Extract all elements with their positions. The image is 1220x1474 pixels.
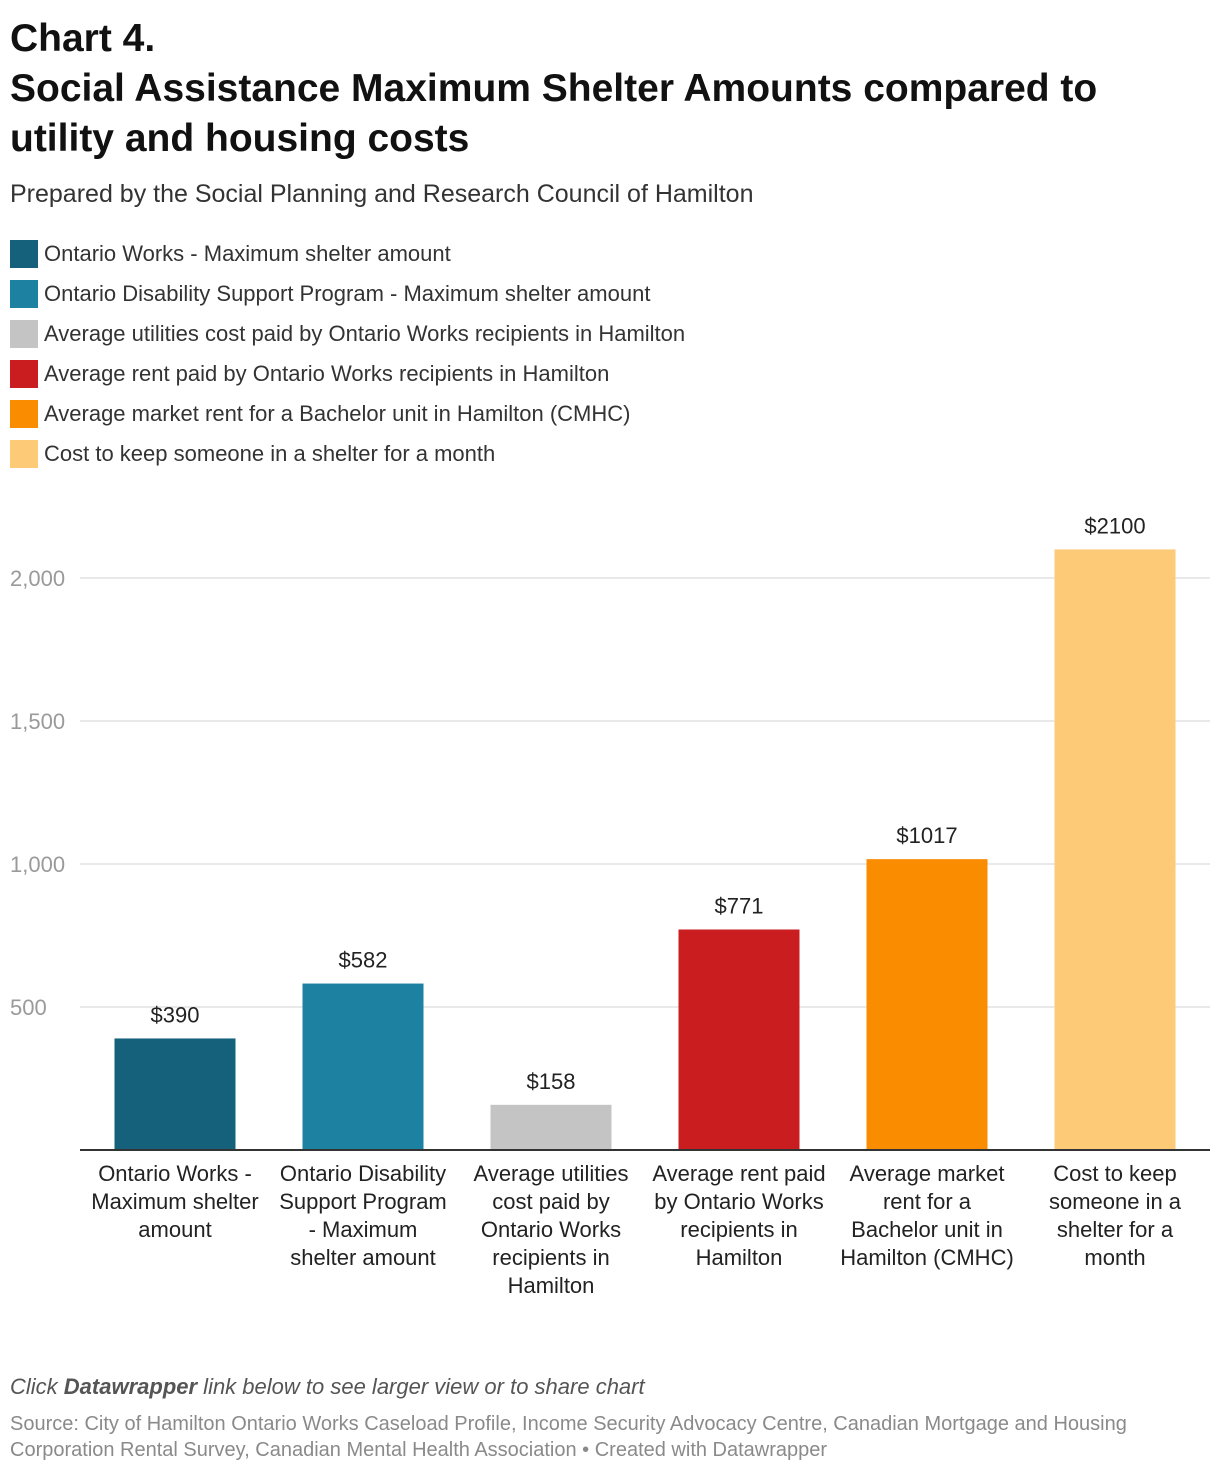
legend-item: Ontario Works - Maximum shelter amount	[10, 234, 685, 274]
bar	[114, 1038, 236, 1150]
legend-swatch	[10, 360, 38, 388]
footer-note: Click Datawrapper link below to see larg…	[10, 1374, 645, 1400]
legend-swatch	[10, 440, 38, 468]
y-tick-label: 1,000	[10, 852, 65, 877]
x-tick-label: Average rent paid by Ontario Works recip…	[652, 1161, 826, 1270]
source-text: Source: City of Hamilton Ontario Works C…	[10, 1413, 1127, 1461]
x-tick-label: Average market rent for a Bachelor unit …	[840, 1161, 1014, 1270]
x-tick-label: Cost to keep someone in a shelter for a …	[1048, 1161, 1182, 1270]
y-tick-label: 1,500	[10, 709, 65, 734]
bar	[302, 983, 424, 1150]
title-line-1: Chart 4.	[10, 17, 156, 60]
bar	[678, 929, 800, 1150]
legend-item: Average rent paid by Ontario Works recip…	[10, 354, 685, 394]
data-label: $582	[339, 948, 388, 973]
data-label: $1017	[896, 823, 957, 848]
data-label: $2100	[1084, 513, 1145, 538]
note-suffix: link below to see larger view or to shar…	[197, 1374, 645, 1399]
legend-swatch	[10, 400, 38, 428]
chart-title: Chart 4. Social Assistance Maximum Shelte…	[10, 14, 1210, 164]
y-tick-label: 500	[10, 995, 47, 1020]
legend-label: Cost to keep someone in a shelter for a …	[44, 441, 496, 466]
legend-item: Ontario Disability Support Program - Max…	[10, 274, 685, 314]
note-prefix: Click	[10, 1374, 64, 1399]
legend-label: Average rent paid by Ontario Works recip…	[44, 361, 610, 386]
title-line-2: Social Assistance Maximum Shelter Amount…	[10, 67, 1098, 160]
datawrapper-link[interactable]: Datawrapper	[63, 1374, 198, 1399]
legend-label: Average market rent for a Bachelor unit …	[44, 401, 631, 426]
legend-swatch	[10, 320, 38, 348]
x-tick-label: Average utilities cost paid by Ontario W…	[473, 1161, 629, 1298]
chart-subtitle: Prepared by the Social Planning and Rese…	[10, 180, 754, 208]
legend: Ontario Works - Maximum shelter amount On…	[10, 234, 685, 474]
legend-label: Average utilities cost paid by Ontario W…	[44, 321, 686, 346]
data-label: $390	[151, 1002, 200, 1027]
legend-label: Ontario Works - Maximum shelter amount	[44, 241, 451, 266]
data-label: $158	[527, 1069, 576, 1094]
legend-item: Average utilities cost paid by Ontario W…	[10, 314, 685, 354]
x-tick-label: Ontario Disability Support Program - Max…	[279, 1161, 447, 1270]
bar	[490, 1104, 612, 1150]
x-tick-label: Ontario Works - Maximum shelter amount	[91, 1161, 259, 1242]
bar	[866, 859, 988, 1150]
legend-label: Ontario Disability Support Program - Max…	[44, 281, 651, 306]
legend-item: Average market rent for a Bachelor unit …	[10, 394, 685, 434]
y-tick-label: 2,000	[10, 566, 65, 591]
legend-swatch	[10, 280, 38, 308]
legend-item: Cost to keep someone in a shelter for a …	[10, 434, 685, 474]
data-label: $771	[715, 893, 764, 918]
legend-swatch	[10, 240, 38, 268]
bar	[1054, 549, 1176, 1150]
